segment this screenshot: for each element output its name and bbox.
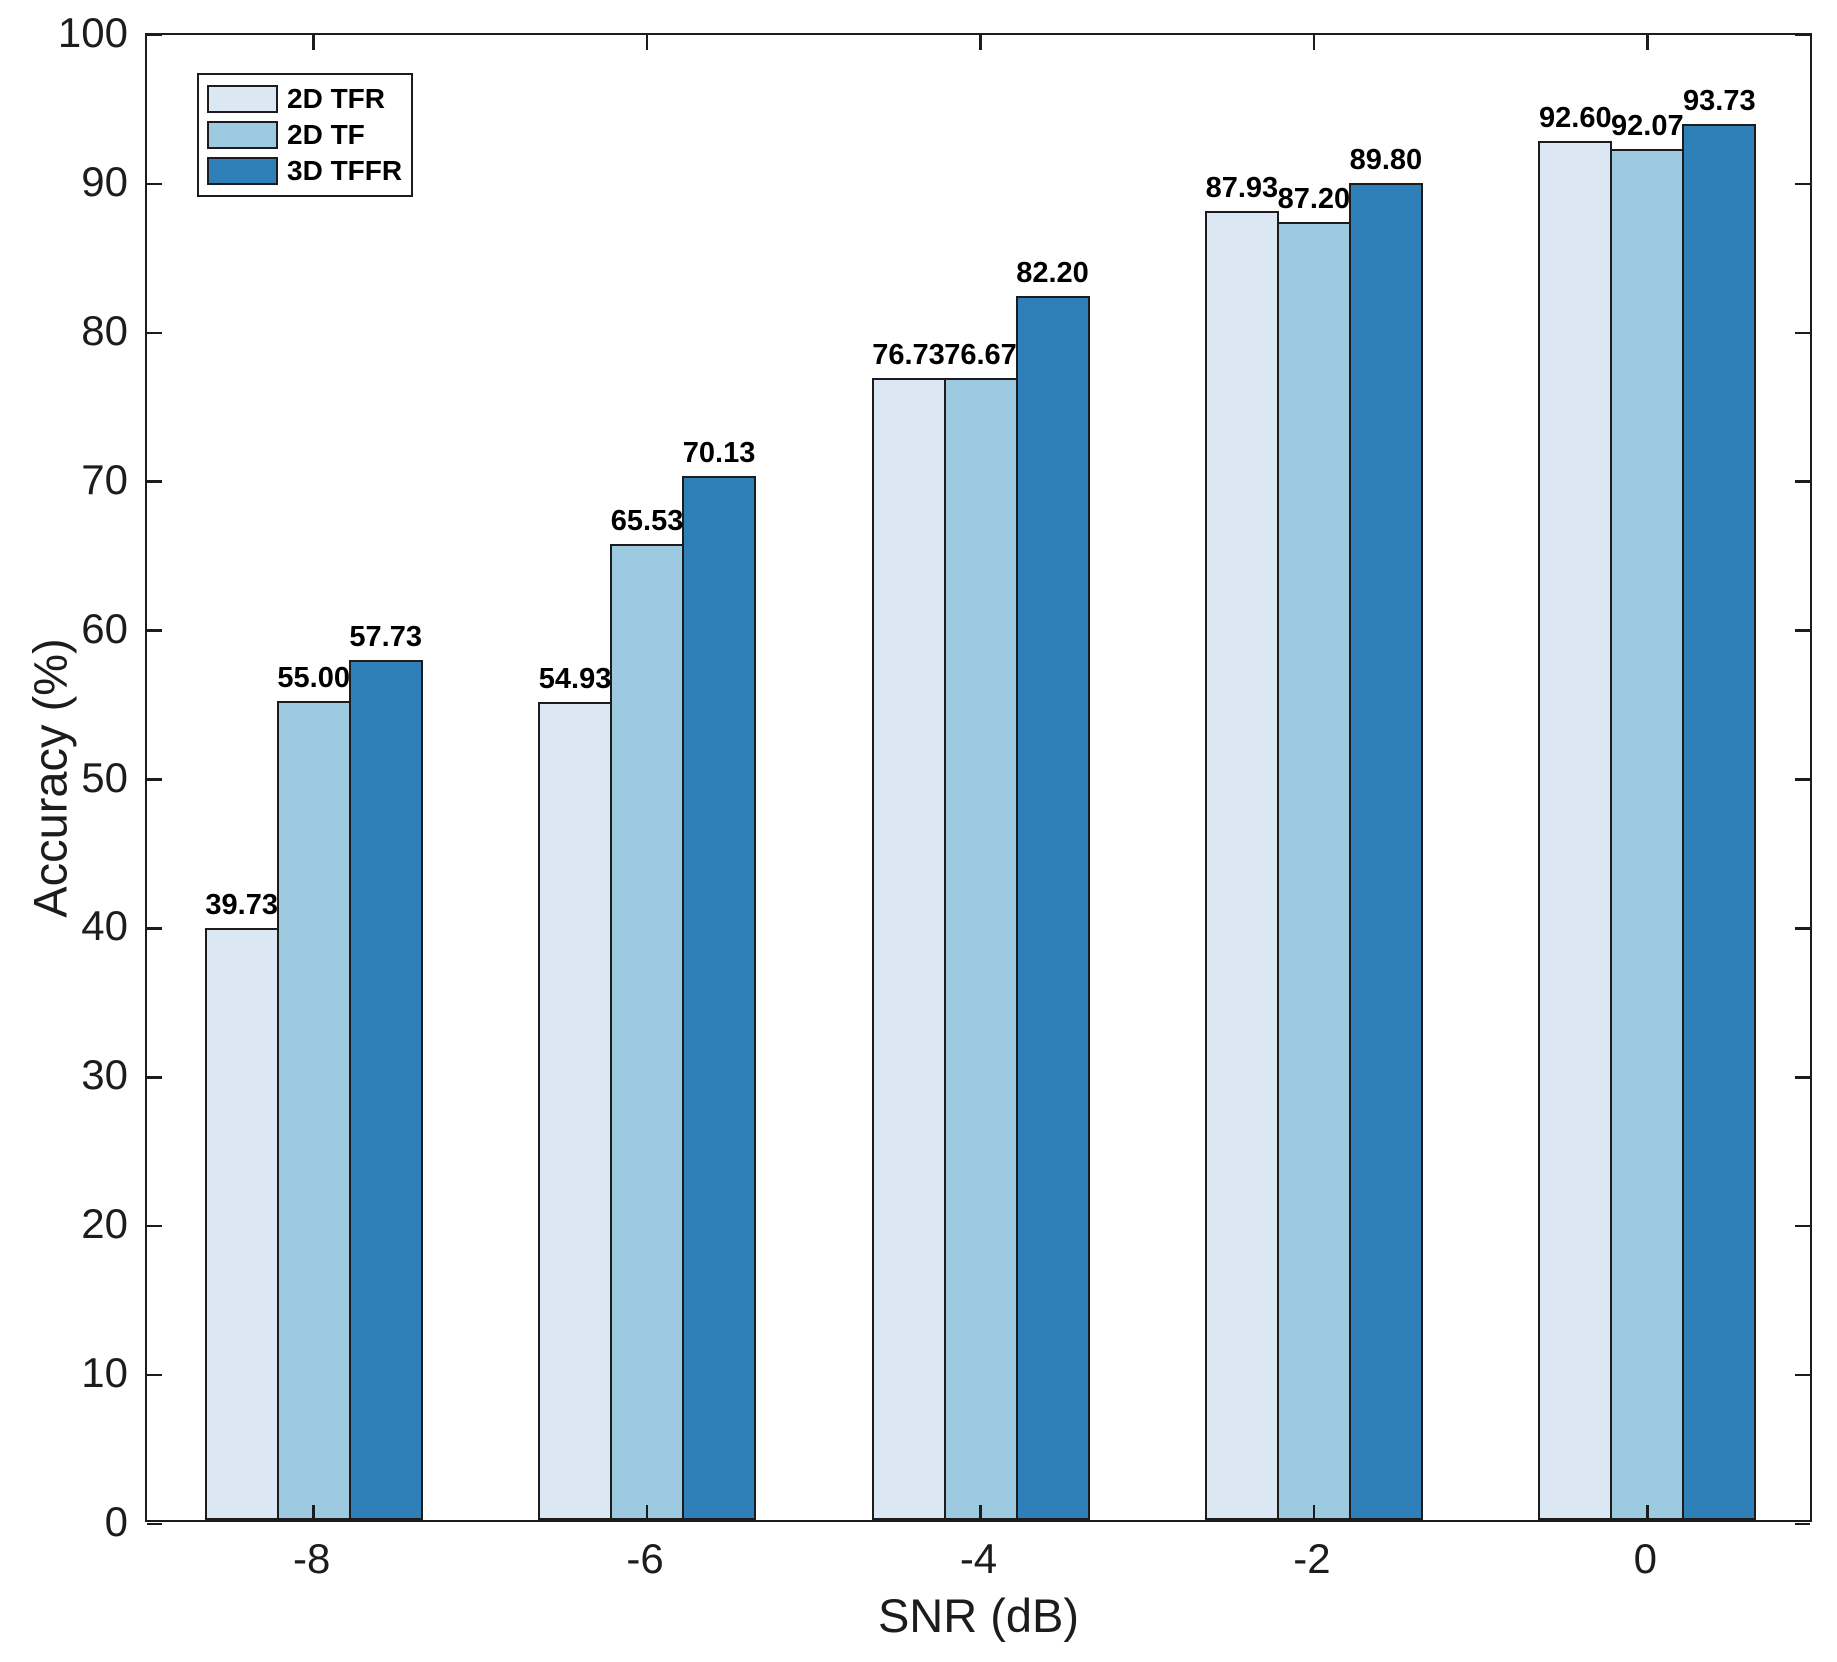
y-tick-mirror xyxy=(1795,629,1810,632)
y-tick-mirror xyxy=(1795,331,1810,335)
x-tick xyxy=(1312,1505,1316,1520)
bar-2d-tf-0 xyxy=(1610,149,1685,1520)
y-tick xyxy=(147,331,162,335)
x-tick-label: 0 xyxy=(1633,1535,1657,1582)
y-tick-label: 20 xyxy=(81,1200,128,1248)
x-tick-mirror xyxy=(979,35,982,50)
plot-area: 39.73 55.00 57.73 54.93 65.53 70.13 76.73 76.67… xyxy=(145,33,1812,1526)
y-tick-label: 10 xyxy=(81,1349,128,1397)
bar-value-label: 87.93 xyxy=(1205,171,1279,204)
legend-entry: 3D TFFR xyxy=(207,157,403,185)
y-tick xyxy=(147,927,162,930)
x-tick xyxy=(979,1505,982,1520)
bar-value-label: 93.73 xyxy=(1683,85,1756,118)
y-tick-label: 0 xyxy=(104,1498,128,1545)
bar-2d-tf--8 xyxy=(276,701,351,1520)
bar-2d-tf--4 xyxy=(943,378,1018,1520)
bar-2d-tf--6 xyxy=(610,544,685,1520)
y-tick xyxy=(147,33,162,37)
y-tick-mirror xyxy=(1795,480,1810,483)
bar-3d-tffr--2 xyxy=(1348,182,1423,1520)
y-tick-mirror xyxy=(1795,33,1810,37)
x-tick-label: -2 xyxy=(1293,1535,1331,1582)
bar-value-label: 89.80 xyxy=(1349,143,1423,176)
legend: 2D TFR 2D TF 3D TFFR xyxy=(197,73,413,197)
y-tick-mirror xyxy=(1795,182,1810,186)
bar-value-label: 76.73 xyxy=(872,338,945,371)
y-tick-label: 40 xyxy=(81,902,128,950)
bar-2d-tfr-0 xyxy=(1538,141,1613,1520)
y-tick xyxy=(147,1224,162,1228)
bar-value-label: 92.60 xyxy=(1539,102,1612,135)
x-tick-mirror xyxy=(1646,35,1649,50)
bar-value-label: 57.73 xyxy=(349,621,422,654)
y-tick-mirror xyxy=(1795,927,1810,930)
y-tick-label: 50 xyxy=(81,753,128,801)
y-tick-label: 100 xyxy=(57,9,128,56)
y-tick xyxy=(147,1076,162,1079)
bar-2d-tfr--2 xyxy=(1204,210,1279,1520)
y-tick-label: 70 xyxy=(81,455,128,503)
y-tick-label: 90 xyxy=(81,157,128,205)
x-tick-label: -6 xyxy=(626,1535,664,1582)
y-tick xyxy=(147,778,162,781)
bar-value-label: 76.67 xyxy=(944,339,1017,372)
bar-value-label: 92.07 xyxy=(1611,110,1684,143)
x-tick xyxy=(645,1505,649,1520)
bar-value-label: 87.20 xyxy=(1277,182,1351,215)
legend-swatch-3d-tffr xyxy=(207,157,278,185)
x-tick-mirror xyxy=(1312,35,1316,50)
legend-entry-label: 3D TFFR xyxy=(287,155,403,186)
y-tick-label: 30 xyxy=(81,1051,128,1099)
x-tick xyxy=(1646,1505,1649,1520)
bar-value-label: 82.20 xyxy=(1016,257,1089,290)
legend-entry: 2D TFR xyxy=(207,85,403,113)
bar-value-label: 65.53 xyxy=(610,505,684,538)
x-tick-mirror xyxy=(645,35,649,50)
y-tick-mirror xyxy=(1795,778,1810,781)
y-tick-label: 80 xyxy=(81,306,128,354)
legend-entry: 2D TF xyxy=(207,121,403,149)
y-tick-mirror xyxy=(1795,1076,1810,1079)
bar-value-label: 39.73 xyxy=(205,889,278,922)
bar-value-label: 54.93 xyxy=(538,663,612,696)
x-tick-mirror xyxy=(312,35,315,50)
bar-value-label: 70.13 xyxy=(682,436,756,469)
bar-2d-tfr--6 xyxy=(538,702,613,1520)
bar-3d-tffr--4 xyxy=(1015,296,1090,1520)
y-tick-mirror xyxy=(1795,1373,1810,1377)
bar-2d-tf--2 xyxy=(1276,221,1351,1520)
x-tick-label: -4 xyxy=(959,1535,998,1582)
legend-swatch-2d-tfr xyxy=(207,85,278,113)
y-tick xyxy=(147,1522,162,1526)
x-axis-label: SNR (dB) xyxy=(877,1589,1080,1642)
y-tick-label: 60 xyxy=(81,604,128,652)
y-tick xyxy=(147,629,162,632)
y-tick xyxy=(147,182,162,186)
y-tick-mirror xyxy=(1795,1224,1810,1228)
legend-swatch-2d-tf xyxy=(207,121,278,149)
bar-3d-tffr--8 xyxy=(348,660,423,1520)
y-tick-mirror xyxy=(1795,1522,1810,1526)
legend-entry-label: 2D TF xyxy=(287,119,365,150)
bar-value-label: 55.00 xyxy=(277,662,350,695)
x-tick-label: -8 xyxy=(293,1535,331,1582)
bar-2d-tfr--8 xyxy=(204,928,279,1520)
bar-3d-tffr-0 xyxy=(1682,124,1757,1520)
bar-3d-tffr--6 xyxy=(682,475,757,1520)
y-tick xyxy=(147,480,162,483)
y-tick xyxy=(147,1373,162,1377)
bar-2d-tfr--4 xyxy=(871,377,946,1520)
x-tick xyxy=(312,1505,315,1520)
legend-entry-label: 2D TFR xyxy=(287,83,385,114)
